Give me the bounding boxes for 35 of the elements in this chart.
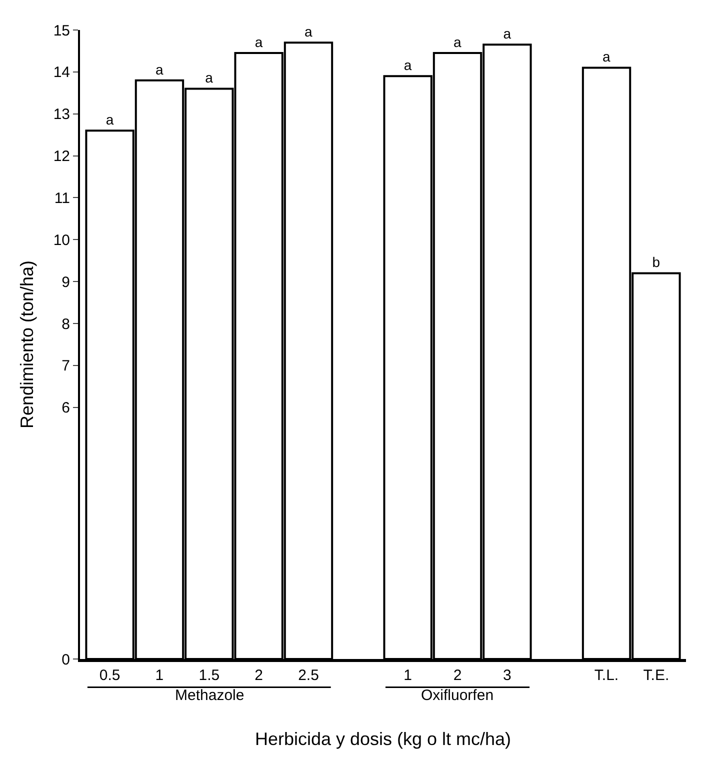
x-tick-label: 1 [155,667,164,684]
x-tick-label: 2 [254,667,263,684]
data-label: a [254,34,263,50]
y-tick-label: 12 [53,148,70,166]
y-tick-label: 6 [62,400,70,417]
data-label: b [652,254,660,270]
y-tick-label: 13 [53,106,70,124]
data-label: a [304,24,312,40]
y-tick-label: 8 [62,316,70,333]
x-tick-label: 3 [503,667,512,684]
text: Oxifluorfen [421,687,494,704]
text: Methazole [175,687,244,704]
y-tick-label: 15 [53,22,70,40]
y-tick-label: 9 [62,274,70,291]
x-tick-label: 1.5 [198,667,220,684]
x-tick-label: T.L. [594,667,619,684]
x-tick-label: 1 [404,667,412,684]
data-label: a [205,70,214,86]
y-tick-label: 14 [53,64,70,82]
data-label: a [602,48,611,65]
x-tick-label: T.E. [643,667,670,684]
data-label: a [454,34,462,50]
y-axis-title: Rendimiento (ton/ha) [17,260,38,429]
y-tick-label: 0 [62,651,70,668]
x-tick-label: 2.5 [298,667,319,684]
data-label: a [503,26,512,42]
y-tick-label: 11 [54,190,70,207]
y-tick-label: 7 [62,358,70,375]
data-label: a [155,61,164,78]
x-axis-title: Herbicida y dosis (kg o lt mc/ha) [254,729,512,750]
data-label: a [404,57,412,74]
y-tick-label: 10 [53,232,70,249]
data-label: a [106,112,114,128]
x-tick-label: 2 [453,667,462,684]
x-tick-label: 0.5 [99,667,120,684]
